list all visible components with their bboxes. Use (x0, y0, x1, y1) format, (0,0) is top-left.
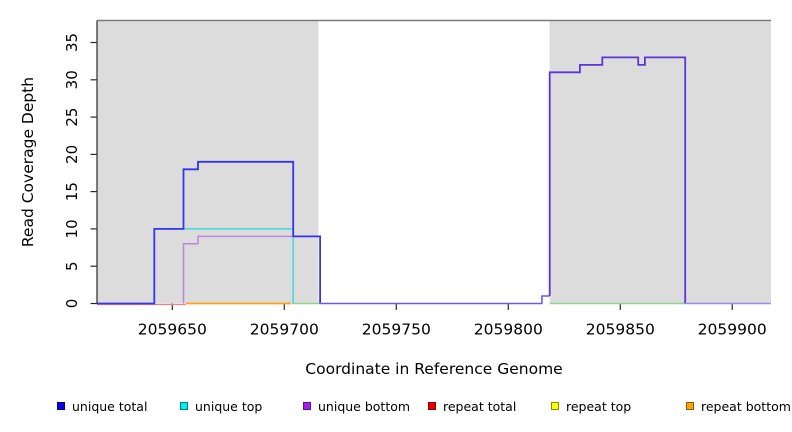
x-tick-label: 2059800 (474, 321, 543, 339)
y-tick-label: 5 (63, 261, 81, 271)
legend-item-repeat-total: repeat total (428, 397, 516, 415)
x-axis-title: Coordinate in Reference Genome (305, 360, 563, 378)
legend-swatch-icon (180, 402, 188, 410)
legend-item-unique-top: unique top (180, 397, 262, 415)
y-tick-label: 10 (63, 219, 81, 238)
x-tick-label: 2059700 (250, 321, 319, 339)
y-tick-label: 25 (63, 108, 81, 127)
legend-label: repeat bottom (701, 398, 791, 414)
x-tick-label: 2059750 (362, 321, 431, 339)
legend-swatch-icon (303, 402, 311, 410)
y-tick-label: 20 (63, 145, 81, 164)
x-tick-label: 2059850 (586, 321, 655, 339)
series-line-unique-total-right-block (548, 56, 687, 304)
x-tick-label: 2059900 (698, 321, 767, 339)
legend: unique total unique top unique bottom repea… (0, 397, 792, 419)
y-axis-title: Read Coverage Depth (19, 76, 37, 248)
legend-swatch-icon (428, 402, 436, 410)
y-tick-label: 15 (63, 182, 81, 201)
legend-label: unique total (72, 398, 148, 414)
series-line-unique-total-middle (320, 295, 550, 305)
y-axis-title-wrap: Read Coverage Depth (8, 20, 48, 304)
legend-swatch-icon (57, 402, 65, 410)
series-line-unique-total-left-block (97, 160, 322, 305)
y-tick-label: 35 (63, 33, 81, 52)
legend-label: unique top (195, 398, 263, 414)
y-tick-label: 30 (63, 70, 81, 89)
legend-label: repeat total (443, 398, 517, 414)
legend-item-repeat-bottom: repeat bottom (686, 397, 791, 415)
legend-item-unique-bottom: unique bottom (303, 397, 410, 415)
legend-label: repeat top (566, 398, 632, 414)
legend-item-repeat-top: repeat top (551, 397, 631, 415)
x-tick-label: 2059650 (138, 321, 207, 339)
legend-item-unique-total: unique total (57, 397, 147, 415)
y-tick-label: 0 (63, 299, 81, 309)
legend-swatch-icon (686, 402, 694, 410)
shaded-region (549, 21, 771, 304)
legend-label: unique bottom (318, 398, 411, 414)
series-line-unique-bottom (182, 235, 321, 304)
legend-swatch-icon (551, 402, 559, 410)
